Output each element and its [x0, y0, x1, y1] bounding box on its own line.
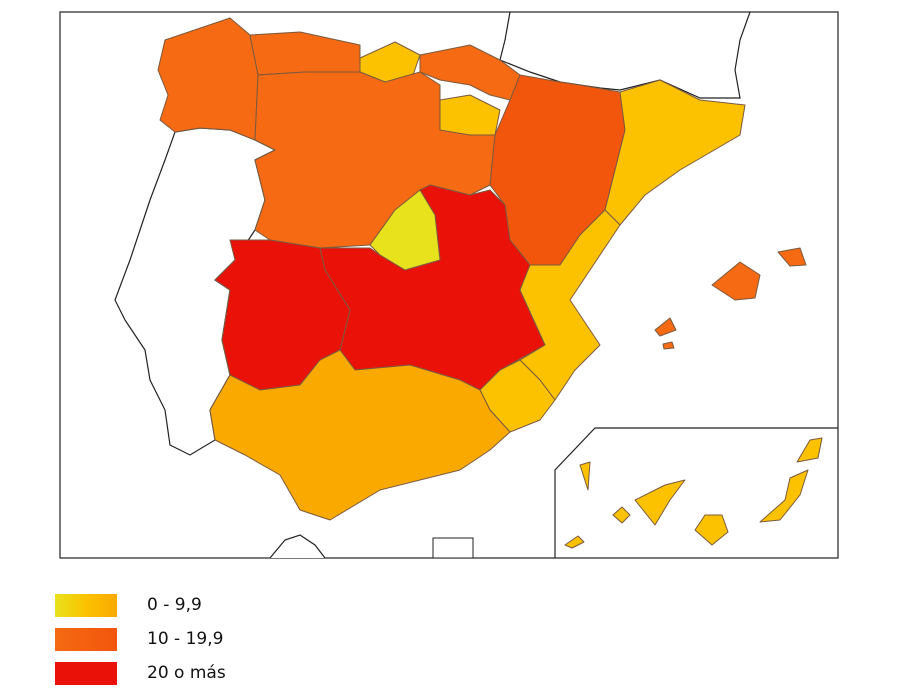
- region-formentera: [662, 341, 675, 350]
- legend-item: 20 o más: [55, 656, 226, 690]
- region-canary-lanzarote: [796, 437, 823, 463]
- region-canary-la-palma: [579, 461, 591, 491]
- legend-label: 20 o más: [147, 663, 226, 683]
- legend-label: 10 - 19,9: [147, 629, 224, 649]
- region-valencia: [519, 209, 621, 401]
- africa-coast: [269, 534, 326, 559]
- legend-label: 0 - 9,9: [147, 595, 202, 615]
- region-menorca: [777, 247, 807, 267]
- region-canary-fuerteventura: [759, 469, 809, 523]
- region-ibiza: [654, 317, 677, 337]
- ceuta-melilla-box: [432, 537, 474, 559]
- region-mallorca: [711, 261, 761, 301]
- region-andalucia: [209, 349, 511, 521]
- legend-swatch: [55, 661, 117, 685]
- legend-swatch: [55, 593, 117, 617]
- region-canary-gran-canaria: [694, 514, 729, 546]
- region-canary-hierro: [564, 535, 585, 549]
- region-madrid: [369, 189, 441, 271]
- canary-inset-frame: [554, 427, 838, 558]
- region-galicia: [157, 17, 259, 141]
- legend-item: 10 - 19,9: [55, 622, 226, 656]
- region-basque-navarra: [419, 44, 521, 101]
- region-canary-tenerife: [634, 479, 686, 526]
- legend-item: 0 - 9,9: [55, 588, 226, 622]
- region-catalonia: [604, 79, 746, 226]
- legend-swatch: [55, 627, 117, 651]
- legend: 0 - 9,9 10 - 19,9 20 o más: [55, 588, 226, 690]
- region-canary-gomera: [612, 506, 631, 524]
